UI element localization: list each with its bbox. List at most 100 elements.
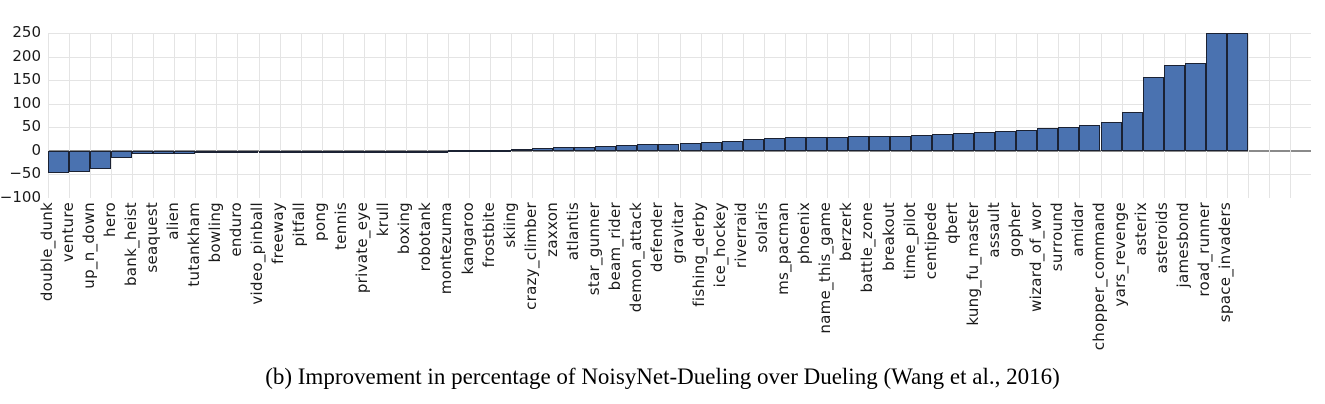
bar-montezuma — [447, 150, 469, 153]
vertical-gridline — [679, 33, 681, 198]
y-tick-label: 200 — [12, 46, 41, 65]
vertical-gridline — [595, 33, 597, 198]
x-tick-label: berzerk — [837, 202, 856, 261]
x-tick-label: breakout — [879, 202, 898, 271]
x-tick-label: assault — [984, 202, 1003, 258]
bar-pitfall — [300, 150, 322, 153]
x-tick-label: solaris — [753, 202, 772, 253]
vertical-gridline — [258, 33, 260, 198]
x-tick-label: defender — [647, 202, 666, 273]
x-tick-label: bank_heist — [121, 202, 140, 287]
vertical-gridline — [469, 33, 470, 198]
x-tick-label: kung_fu_master — [963, 202, 982, 326]
x-tick-label: pong — [311, 202, 330, 241]
vertical-gridline — [932, 33, 934, 198]
bar-surround — [1058, 126, 1080, 151]
bar-private_eye — [363, 150, 385, 153]
y-tick-label: −50 — [9, 164, 41, 183]
bar-gravitar — [679, 143, 701, 151]
bar-fishing_derby — [700, 141, 722, 151]
bar-wizard_of_wor — [1037, 128, 1059, 151]
vertical-gridline — [300, 33, 302, 198]
bar-boxing — [405, 150, 427, 153]
vertical-gridline — [48, 33, 49, 198]
vertical-gridline — [174, 33, 176, 198]
bar-venture — [69, 150, 91, 173]
bar-crazy_climber — [532, 148, 554, 151]
x-tick-label: centipede — [921, 202, 940, 280]
bar-kangaroo — [469, 150, 491, 153]
vertical-gridline — [700, 33, 702, 198]
vertical-gridline — [574, 33, 576, 198]
vertical-gridline — [195, 33, 197, 198]
vertical-gridline — [237, 33, 239, 198]
bar-kung_fu_master — [974, 132, 996, 151]
bar-road_runner — [1205, 33, 1227, 151]
bar-video_pinball — [258, 150, 280, 153]
vertical-gridline — [69, 33, 71, 198]
figure-caption: (b) Improvement in percentage of NoisyNe… — [265, 364, 1060, 389]
x-tick-label: phoenix — [795, 202, 814, 265]
x-tick-label: name_this_game — [816, 202, 835, 334]
vertical-gridline — [953, 33, 955, 198]
x-tick-label: robotank — [416, 202, 435, 272]
vertical-gridline — [342, 33, 344, 198]
x-tick-label: seaquest — [142, 202, 161, 273]
vertical-gridline — [532, 33, 534, 198]
bar-hero — [111, 150, 133, 158]
x-tick-label: frostbite — [479, 202, 498, 268]
vertical-gridline — [490, 33, 492, 198]
vertical-gridline — [132, 33, 134, 198]
vertical-gridline — [1079, 33, 1081, 198]
bar-seaquest — [153, 150, 175, 154]
vertical-gridline — [426, 33, 428, 198]
bar-riverraid — [742, 139, 764, 151]
x-tick-label: amidar — [1068, 202, 1087, 257]
vertical-gridline — [1268, 33, 1270, 198]
x-tick-label: montezuma — [437, 202, 456, 295]
bar-battle_zone — [868, 135, 890, 151]
y-tick-label: −100 — [0, 188, 41, 206]
bar-pong — [321, 150, 343, 153]
bar-krull — [384, 150, 406, 153]
y-tick-label: 150 — [12, 70, 41, 89]
vertical-gridline — [911, 33, 913, 198]
vertical-gridline — [1247, 33, 1249, 198]
bar-freeway — [279, 150, 301, 153]
bar-assault — [995, 131, 1017, 151]
vertical-gridline — [995, 33, 997, 198]
bar-bank_heist — [132, 150, 154, 155]
x-tick-label: demon_attack — [626, 202, 645, 313]
bar-demon_attack — [637, 144, 659, 151]
x-tick-label: zaxxon — [542, 202, 561, 257]
vertical-gridline — [1037, 33, 1039, 198]
bar-up_n_down — [90, 150, 112, 169]
bar-gopher — [1016, 129, 1038, 151]
x-tick-label: hero — [100, 202, 119, 237]
bar-yars_revenge — [1121, 111, 1143, 151]
bar-jamesbond — [1184, 63, 1206, 151]
bar-time_pilot — [911, 135, 933, 151]
vertical-gridline — [111, 33, 113, 198]
vertical-gridline — [868, 33, 870, 198]
bar-star_gunner — [595, 146, 617, 151]
x-tick-label: gravitar — [669, 202, 687, 264]
x-tick-label: beam_rider — [605, 202, 624, 291]
x-tick-label: asteroids — [1153, 202, 1172, 274]
bar-defender — [658, 143, 680, 151]
bar-asterix — [1142, 76, 1164, 151]
bar-bowling — [216, 150, 238, 154]
vertical-gridline — [1058, 33, 1060, 198]
x-tick-label: private_eye — [353, 202, 372, 294]
vertical-gridline — [279, 33, 281, 198]
bar-tutankham — [195, 150, 217, 154]
bar-frostbite — [490, 149, 512, 152]
x-tick-label: krull — [374, 202, 393, 237]
vertical-gridline — [384, 33, 386, 198]
vertical-gridline — [742, 33, 744, 198]
x-tick-label: time_pilot — [900, 202, 919, 280]
x-tick-label: gopher — [1005, 202, 1024, 257]
y-tick-label: 250 — [12, 23, 41, 41]
vertical-gridline — [847, 33, 849, 198]
bar-tennis — [342, 150, 364, 153]
